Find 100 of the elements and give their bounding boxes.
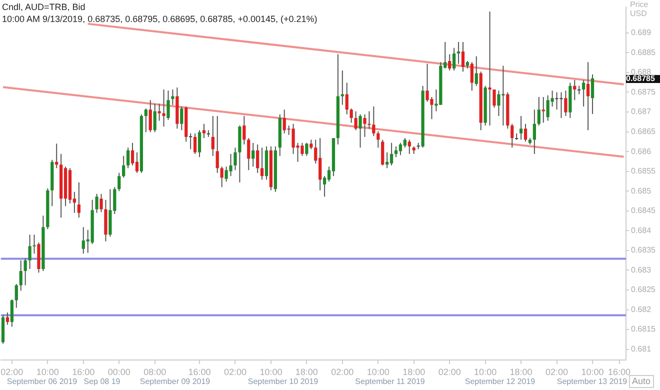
x-tick-label: 00:00 — [108, 366, 130, 377]
candlestick — [122, 155, 126, 178]
candlestick — [126, 147, 130, 169]
candlestick — [260, 147, 264, 180]
candlestick — [448, 54, 452, 71]
candlestick — [340, 70, 344, 106]
candlestick — [586, 62, 590, 131]
y-tick-label: 0.6875 — [631, 87, 656, 96]
candlestick — [256, 144, 260, 174]
candlestick — [252, 142, 255, 168]
candlestick — [573, 79, 576, 101]
candlestick — [470, 62, 474, 92]
candlestick — [497, 90, 500, 116]
candlestick — [180, 106, 184, 131]
candlestick — [381, 139, 384, 166]
candlestick — [220, 166, 224, 188]
candlestick — [24, 258, 27, 286]
candlestick — [398, 142, 402, 156]
candlestick — [510, 123, 514, 148]
x-tick-label: 18:00 — [295, 366, 318, 377]
candlestick — [358, 114, 362, 148]
candlestick — [345, 82, 348, 115]
candlestick — [502, 65, 505, 126]
candlestick — [582, 79, 586, 107]
candlestick — [456, 42, 460, 64]
candlestick — [166, 90, 170, 120]
candlestick — [77, 182, 80, 218]
candlestick — [524, 123, 528, 142]
candlestick — [118, 172, 121, 192]
candlestick — [100, 193, 103, 213]
candlestick — [492, 88, 496, 108]
chart-title: Cndl, AUD=TRB, Bid — [2, 1, 86, 13]
candlestick — [6, 312, 10, 326]
text: Sep 08 19 — [84, 377, 120, 386]
x-tick-label: 10:00 — [581, 366, 604, 377]
y-tick-label: 0.687 — [631, 107, 652, 116]
candlestick — [14, 284, 18, 308]
x-tick-label: 02:00 — [0, 366, 24, 377]
text: September 06 2019 — [6, 377, 78, 386]
candlestick — [216, 115, 219, 174]
x-tick-label: 02:00 — [224, 366, 246, 377]
y-tick-label: 0.685 — [631, 186, 652, 196]
text: September 10 2019 — [248, 377, 318, 386]
x-tick-label: 18:00 — [510, 366, 532, 377]
candlestick — [452, 47, 456, 71]
candlestick — [198, 130, 202, 158]
x-tick-label: 02:00 — [438, 366, 461, 377]
candlestick — [564, 90, 568, 116]
candlestick — [153, 103, 156, 133]
y-tick-label: 0.689 — [631, 28, 652, 38]
candlestick — [10, 298, 14, 328]
candlestick — [532, 109, 536, 154]
candlestick — [148, 100, 152, 133]
x-tick-label: 16:00 — [188, 366, 211, 377]
candlestick — [189, 132, 192, 150]
candlestick — [488, 11, 492, 126]
x-tick-label: 02:00 — [546, 366, 568, 377]
candlestick — [135, 152, 139, 174]
candlestick — [19, 260, 22, 292]
candlestick — [590, 74, 594, 114]
candlestick — [171, 88, 174, 106]
candlestick — [144, 108, 148, 133]
candlestick — [394, 146, 398, 158]
text: September 11 2019 — [355, 377, 425, 386]
x-tick-label: 02:00 — [331, 366, 354, 377]
x-tick-label: 10:00 — [260, 366, 282, 377]
annotation: 0.68785 — [626, 74, 660, 84]
candlestick — [474, 56, 478, 86]
candlestick — [403, 138, 406, 148]
x-tick-label: 08:00 — [144, 366, 166, 377]
text: September 12 2019 — [464, 377, 536, 386]
candlestick — [310, 139, 313, 150]
y-tick-label: 0.6845 — [631, 206, 656, 216]
candlestick — [247, 138, 250, 171]
y-tick-label: 0.682 — [631, 304, 652, 314]
candlestick — [158, 103, 161, 122]
candlestick — [350, 108, 353, 124]
y-axis-title: Price USD — [630, 0, 660, 18]
text: Auto — [629, 375, 654, 388]
y-tick-label: 0.6835 — [631, 246, 656, 255]
x-tick-label: 10:00 — [366, 366, 390, 377]
candlestick — [519, 115, 523, 140]
x-tick-label: 18:00 — [402, 366, 426, 377]
candlestick — [408, 139, 411, 154]
y-tick-label: 0.681 — [631, 344, 652, 354]
y-tick-label: 0.6825 — [631, 285, 656, 294]
y-tick-label: 0.6865 — [631, 126, 656, 136]
candlestick — [95, 193, 98, 214]
y-tick-label: 0.6815 — [631, 324, 656, 334]
y-tick-label: 0.6855 — [631, 166, 656, 176]
candlestick — [193, 132, 197, 154]
y-tick-label: 0.684 — [631, 226, 652, 235]
candlestick — [376, 130, 380, 148]
candlestick — [234, 147, 237, 171]
candlestick — [461, 42, 465, 72]
x-tick-label: 10:00 — [36, 366, 59, 377]
y-tick-label: 0.683 — [631, 265, 652, 274]
y-tick-label: 0.686 — [631, 146, 652, 156]
candlestick — [202, 123, 206, 139]
candlestick — [537, 96, 540, 126]
